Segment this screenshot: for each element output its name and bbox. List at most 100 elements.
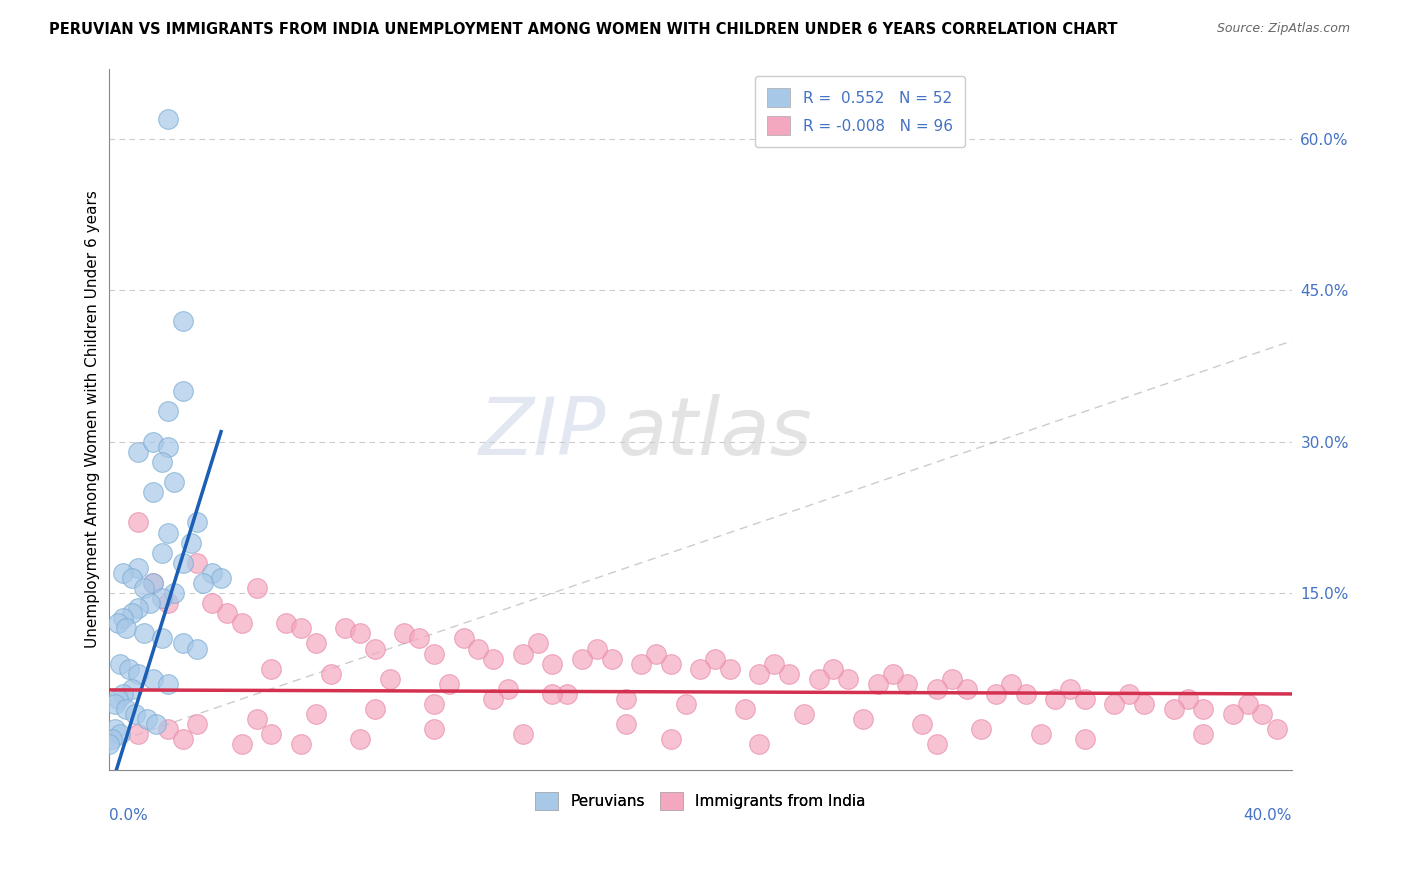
Immigrants from India [1222,707,1244,722]
Immigrants from India [600,651,623,665]
Immigrants from India [290,737,312,751]
Y-axis label: Unemployment Among Women with Children Under 6 years: Unemployment Among Women with Children U… [86,190,100,648]
Immigrants from India [482,651,505,665]
Text: ZIP: ZIP [478,394,606,472]
Immigrants from India [1192,727,1215,741]
Immigrants from India [512,727,534,741]
Peruvians [163,475,186,489]
Peruvians [142,485,165,500]
Immigrants from India [704,651,727,665]
Immigrants from India [172,732,194,747]
Text: 40.0%: 40.0% [1244,808,1292,823]
Immigrants from India [127,727,149,741]
Immigrants from India [423,697,446,711]
Immigrants from India [837,672,859,686]
Immigrants from India [955,681,977,696]
Immigrants from India [763,657,786,671]
Immigrants from India [1029,727,1052,741]
Immigrants from India [276,616,298,631]
Peruvians [186,641,208,656]
Peruvians [150,632,173,646]
Immigrants from India [748,666,770,681]
Text: Source: ZipAtlas.com: Source: ZipAtlas.com [1216,22,1350,36]
Peruvians [139,596,162,610]
Immigrants from India [482,692,505,706]
Text: 0.0%: 0.0% [108,808,148,823]
Peruvians [142,576,165,591]
Immigrants from India [614,692,637,706]
Immigrants from India [984,687,1007,701]
Immigrants from India [1045,692,1067,706]
Peruvians [115,621,138,635]
Peruvians [121,571,143,585]
Immigrants from India [1133,697,1156,711]
Immigrants from India [925,681,948,696]
Peruvians [103,697,125,711]
Immigrants from India [882,666,904,681]
Immigrants from India [305,636,328,650]
Immigrants from India [142,576,165,591]
Immigrants from India [496,681,519,696]
Peruvians [136,712,159,726]
Immigrants from India [408,632,430,646]
Immigrants from India [260,662,283,676]
Immigrants from India [734,702,756,716]
Peruvians [193,576,215,591]
Peruvians [107,692,129,706]
Peruvians [201,566,224,580]
Peruvians [121,606,143,620]
Peruvians [115,702,138,716]
Peruvians [150,546,173,560]
Immigrants from India [349,732,371,747]
Immigrants from India [541,657,564,671]
Immigrants from India [823,662,845,676]
Peruvians [145,717,167,731]
Immigrants from India [231,737,253,751]
Immigrants from India [215,606,238,620]
Immigrants from India [335,621,357,635]
Peruvians [127,561,149,575]
Immigrants from India [718,662,741,676]
Immigrants from India [1074,692,1097,706]
Immigrants from India [512,647,534,661]
Peruvians [127,601,149,615]
Immigrants from India [364,641,387,656]
Immigrants from India [911,717,934,731]
Immigrants from India [305,707,328,722]
Peruvians [142,434,165,449]
Immigrants from India [1236,697,1258,711]
Immigrants from India [630,657,652,671]
Immigrants from India [1074,732,1097,747]
Text: PERUVIAN VS IMMIGRANTS FROM INDIA UNEMPLOYMENT AMONG WOMEN WITH CHILDREN UNDER 6: PERUVIAN VS IMMIGRANTS FROM INDIA UNEMPL… [49,22,1118,37]
Immigrants from India [659,732,682,747]
Immigrants from India [614,717,637,731]
Peruvians [121,681,143,696]
Peruvians [172,314,194,328]
Immigrants from India [571,651,593,665]
Immigrants from India [1000,677,1022,691]
Immigrants from India [1163,702,1185,716]
Peruvians [97,737,120,751]
Peruvians [156,112,179,126]
Immigrants from India [231,616,253,631]
Peruvians [142,672,165,686]
Peruvians [172,384,194,399]
Immigrants from India [290,621,312,635]
Immigrants from India [423,647,446,661]
Immigrants from India [793,707,815,722]
Immigrants from India [127,516,149,530]
Immigrants from India [675,697,697,711]
Peruvians [110,727,132,741]
Immigrants from India [852,712,875,726]
Immigrants from India [378,672,401,686]
Peruvians [100,732,122,747]
Peruvians [124,707,146,722]
Peruvians [180,535,202,549]
Immigrants from India [896,677,918,691]
Immigrants from India [319,666,342,681]
Immigrants from India [925,737,948,751]
Peruvians [127,445,149,459]
Immigrants from India [970,723,993,737]
Immigrants from India [585,641,607,656]
Peruvians [107,616,129,631]
